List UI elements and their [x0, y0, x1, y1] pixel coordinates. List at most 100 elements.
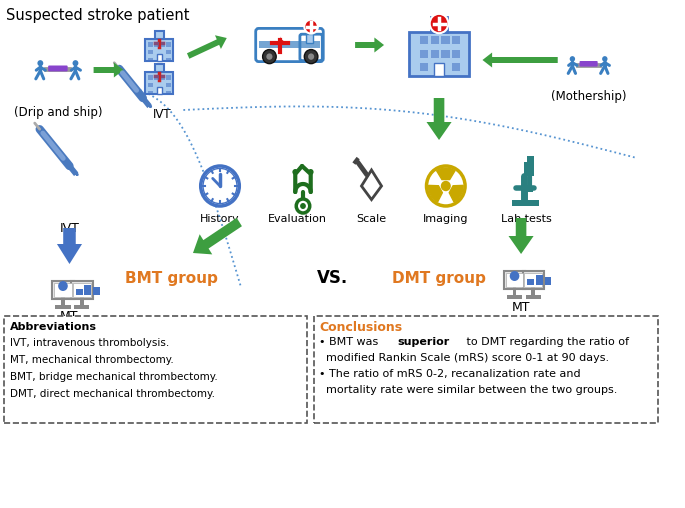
Text: modified Rankin Scale (mRS) score 0-1 at 90 days.: modified Rankin Scale (mRS) score 0-1 at…: [319, 353, 610, 363]
Bar: [73, 283, 90, 297]
Bar: [157, 87, 162, 94]
Bar: [166, 50, 171, 54]
Bar: [532, 287, 535, 297]
Text: Lab tests: Lab tests: [501, 214, 551, 224]
Polygon shape: [355, 38, 384, 52]
Bar: [74, 305, 90, 309]
Circle shape: [304, 20, 318, 34]
Text: Abbreviations: Abbreviations: [10, 322, 97, 332]
Circle shape: [203, 168, 237, 204]
Bar: [166, 58, 171, 62]
Bar: [52, 281, 74, 299]
Circle shape: [38, 60, 43, 66]
Text: IVT: IVT: [153, 108, 171, 121]
Circle shape: [308, 53, 314, 60]
Text: BMT group: BMT group: [125, 270, 219, 285]
Bar: [506, 273, 523, 287]
Polygon shape: [193, 218, 242, 255]
FancyBboxPatch shape: [300, 34, 322, 60]
Bar: [148, 83, 153, 87]
Bar: [155, 64, 164, 72]
Circle shape: [440, 181, 451, 191]
FancyBboxPatch shape: [48, 66, 68, 72]
Bar: [452, 63, 460, 71]
Bar: [420, 63, 428, 71]
Polygon shape: [94, 62, 123, 78]
Circle shape: [296, 199, 310, 213]
Circle shape: [262, 50, 276, 64]
Bar: [523, 271, 544, 289]
Bar: [512, 200, 539, 206]
Bar: [434, 63, 444, 76]
Bar: [431, 50, 439, 57]
Polygon shape: [508, 218, 534, 254]
Bar: [166, 83, 171, 87]
Bar: [154, 43, 159, 47]
Text: • The ratio of mRS 0-2, recanalization rate and: • The ratio of mRS 0-2, recanalization r…: [319, 369, 581, 379]
Bar: [536, 275, 543, 284]
Polygon shape: [427, 98, 451, 140]
Text: DMT, direct mechanical thrombectomy.: DMT, direct mechanical thrombectomy.: [10, 389, 214, 399]
Circle shape: [439, 179, 452, 193]
Text: Suspected stroke patient: Suspected stroke patient: [5, 8, 189, 23]
Bar: [452, 50, 460, 57]
Bar: [527, 156, 534, 162]
Text: IVT: IVT: [60, 222, 79, 235]
Text: Imaging: Imaging: [423, 214, 469, 224]
Circle shape: [73, 60, 78, 66]
Bar: [314, 316, 658, 423]
Bar: [61, 297, 65, 307]
Bar: [157, 54, 162, 61]
Polygon shape: [428, 185, 443, 202]
Bar: [148, 58, 153, 62]
Circle shape: [570, 56, 575, 62]
Circle shape: [308, 169, 314, 175]
Circle shape: [292, 169, 298, 175]
Bar: [93, 288, 100, 295]
FancyBboxPatch shape: [580, 61, 598, 67]
Text: IVT, intravenous thrombolysis.: IVT, intravenous thrombolysis.: [10, 338, 169, 348]
Bar: [441, 37, 449, 44]
Text: BMT, bridge mechanical thrombectomy.: BMT, bridge mechanical thrombectomy.: [10, 372, 217, 382]
Bar: [161, 76, 165, 80]
Circle shape: [58, 281, 68, 291]
Text: Evaluation: Evaluation: [268, 214, 327, 224]
Text: MT: MT: [512, 301, 530, 314]
Bar: [420, 50, 428, 57]
Bar: [166, 76, 171, 80]
Bar: [259, 41, 321, 48]
Bar: [80, 297, 84, 307]
Bar: [431, 17, 447, 32]
Text: ✦: ✦: [275, 37, 286, 50]
Text: Scale: Scale: [356, 214, 386, 224]
Bar: [306, 34, 312, 43]
Bar: [145, 72, 173, 94]
Bar: [525, 295, 541, 299]
Circle shape: [300, 203, 306, 209]
Bar: [161, 43, 165, 47]
Bar: [154, 76, 159, 80]
Bar: [148, 76, 153, 80]
Text: VS.: VS.: [317, 269, 349, 287]
Text: mortality rate were similar between the two groups.: mortality rate were similar between the …: [319, 385, 618, 395]
Polygon shape: [57, 228, 82, 264]
Circle shape: [266, 53, 273, 60]
Circle shape: [304, 50, 318, 64]
Bar: [431, 37, 439, 44]
Circle shape: [510, 271, 519, 281]
Circle shape: [219, 185, 221, 187]
Polygon shape: [362, 170, 382, 200]
Circle shape: [201, 166, 239, 206]
Bar: [145, 39, 173, 61]
Bar: [148, 91, 153, 95]
Bar: [148, 43, 153, 47]
Polygon shape: [187, 35, 227, 59]
Text: • BMT was: • BMT was: [319, 337, 382, 347]
Text: MT: MT: [60, 310, 79, 323]
Bar: [54, 283, 72, 297]
Text: MT, mechanical thrombectomy.: MT, mechanical thrombectomy.: [10, 355, 173, 365]
Bar: [527, 279, 534, 284]
Bar: [503, 271, 525, 289]
Bar: [410, 32, 469, 76]
Bar: [525, 273, 543, 287]
